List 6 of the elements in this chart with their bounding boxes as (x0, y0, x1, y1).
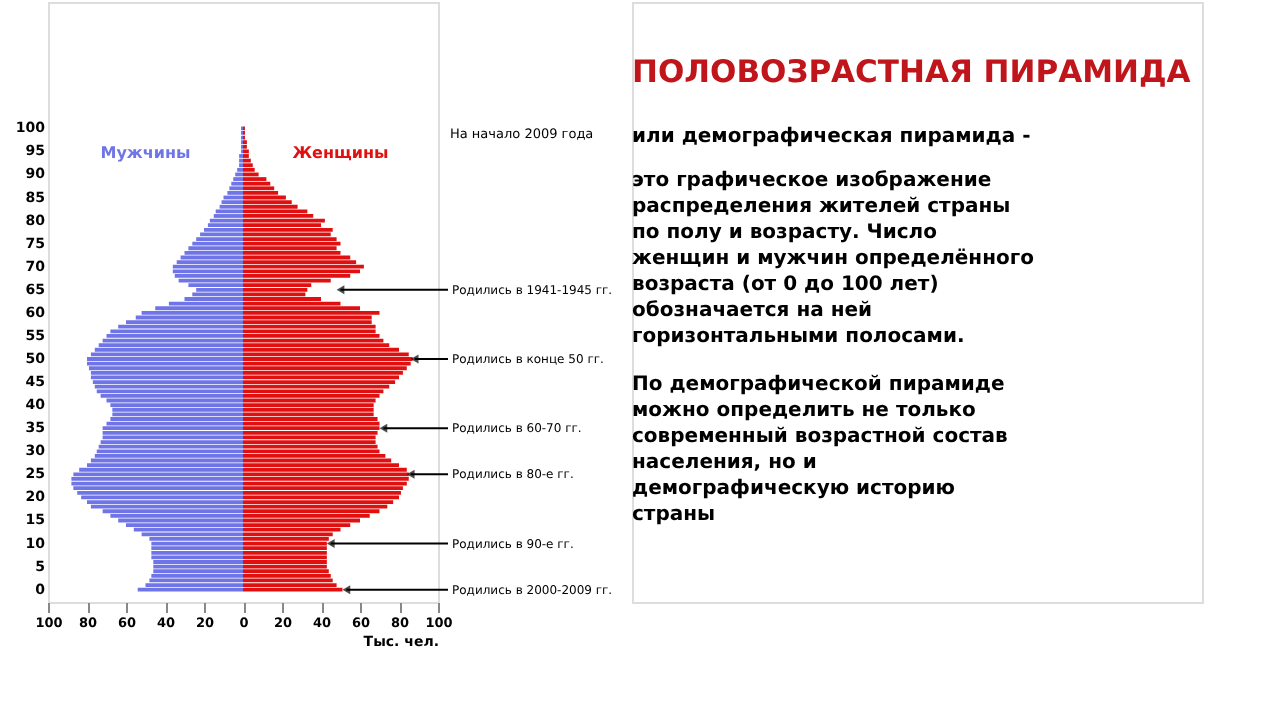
text: Мужчины (100, 144, 191, 162)
text: это графическое изображение распределения жителей страны по полу и возрасту. Число женщин и мужчин определённого возраста (от 0 до 100 лет) обозначается на ней горизонтальными полосами. (632, 170, 1035, 348)
text: или демографическая пирамида - (632, 126, 1031, 148)
series-label: Женщины (292, 144, 389, 162)
text: По демографической пирамиде можно определить не только современный возрастной состав населения, но и демографическую историю страны (632, 374, 1008, 526)
text: ПОЛОВОЗРАСТНАЯ ПИРАМИДА (632, 54, 1191, 90)
